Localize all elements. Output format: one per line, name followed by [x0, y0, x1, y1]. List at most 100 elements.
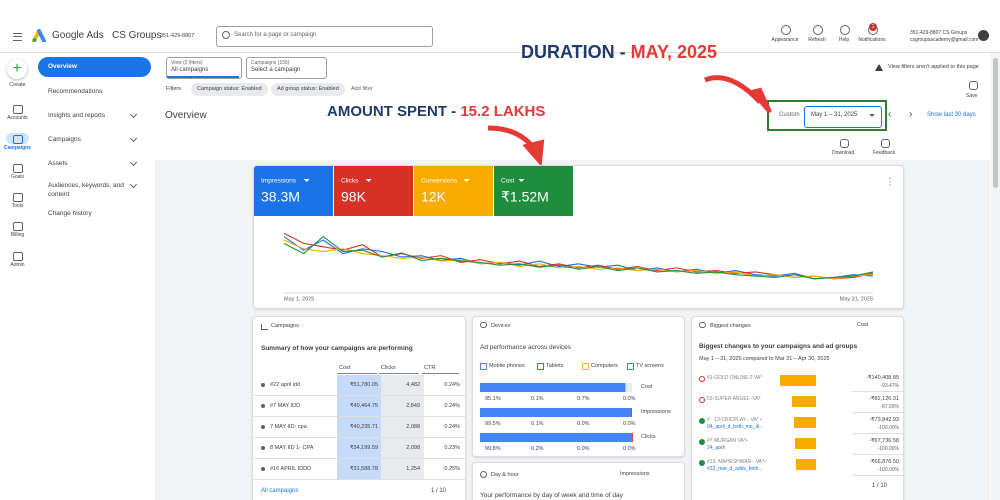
date-picker[interactable] — [804, 106, 882, 128]
view-select[interactable] — [166, 57, 242, 79]
filter-chip[interactable]: Ad group status: Enabled — [271, 83, 345, 96]
save-label[interactable]: Save — [966, 93, 978, 99]
change-name[interactable]: # - 13-CRICPLAY - VA* • — [707, 417, 762, 423]
prev-arrow[interactable]: ‹ — [888, 109, 892, 120]
change-value: -₹66,876.50 — [869, 459, 899, 465]
show-last[interactable]: Show last 30 days — [927, 112, 976, 118]
date-range: May 1 – 31, 2025 — [811, 112, 858, 118]
status-dot — [699, 376, 705, 382]
annotation-value: MAY, 2025 — [630, 42, 718, 62]
menu-item[interactable]: Insights and reports — [48, 112, 106, 119]
cell: 0.23% — [444, 445, 460, 451]
campaign-name[interactable]: #7 MAY IDD — [270, 403, 301, 409]
column-header[interactable]: CTR — [424, 365, 436, 371]
view-label: View (2 filters) — [171, 60, 203, 66]
download-label[interactable]: Download — [832, 150, 855, 156]
card-metric[interactable]: Cost — [857, 322, 869, 328]
menu-item[interactable]: Recommendations — [48, 88, 103, 95]
card-title: Devices — [491, 323, 511, 329]
rail-icon[interactable] — [13, 252, 23, 261]
search-box[interactable] — [216, 26, 433, 47]
change-sub: #22_mar_d_adds_both... — [707, 466, 763, 472]
device-pct: 0.7% — [577, 396, 590, 402]
card-icon — [261, 324, 268, 330]
card-metric[interactable]: Impressions — [620, 471, 650, 477]
column-header[interactable]: Clicks — [381, 365, 396, 371]
rail-icon[interactable] — [13, 164, 23, 173]
campaign-name[interactable]: #16 APRIL IDDD — [270, 466, 312, 472]
card-title: Day & hour — [491, 472, 519, 478]
device-pct: 0.0% — [623, 421, 636, 427]
circle — [32, 38, 37, 42]
campaign-name[interactable]: 8 MAY IID 1- CPA — [270, 445, 314, 451]
series-line — [283, 235, 874, 280]
clicks-col-bg — [381, 375, 424, 480]
avatar[interactable] — [978, 30, 989, 41]
row-rule — [253, 458, 465, 459]
legend-label: Computers — [591, 363, 618, 369]
changes-card: Biggest changes Cost Biggest changes to … — [691, 316, 904, 500]
rail-label: Accounts — [7, 115, 28, 121]
legend-label: Mobile phones — [489, 363, 525, 369]
row-metric[interactable]: Clicks — [641, 434, 656, 440]
change-name[interactable]: 53-SUPER ANGEL -VA* — [707, 396, 761, 402]
campaign-name[interactable]: #22 april idd — [270, 382, 300, 388]
change-pct: -87.65% — [880, 404, 899, 410]
dayhour-card: Day & hour Impressions Your performance … — [472, 462, 685, 500]
action-icon[interactable] — [840, 25, 850, 35]
status-dot — [699, 439, 705, 445]
more-menu[interactable]: ⋮ — [886, 176, 895, 186]
campaigns-label: Campaigns (155) — [251, 60, 290, 66]
metric-tab[interactable] — [414, 166, 493, 216]
menu-item[interactable]: Assets — [48, 160, 68, 167]
cell: 0.24% — [444, 382, 460, 388]
rail-icon[interactable] — [13, 222, 23, 231]
campaign-name[interactable]: 7 MAY IID- cpa — [270, 424, 307, 430]
topbar — [0, 0, 1000, 53]
annotation-text: AMOUNT SPENT - — [327, 103, 461, 120]
next-arrow[interactable]: › — [909, 109, 913, 120]
change-name[interactable]: #7 MURGAN VA*• — [707, 438, 748, 444]
rail-icon[interactable] — [13, 193, 23, 202]
change-value: -₹73,842.93 — [869, 417, 899, 423]
rail-icon[interactable] — [13, 105, 23, 114]
action-icon[interactable] — [781, 25, 791, 35]
row-metric[interactable]: Impressions — [641, 409, 671, 415]
metric-tab[interactable] — [334, 166, 413, 216]
column-header[interactable]: Cost — [339, 365, 351, 371]
cell: ₹40,464.75 — [350, 403, 378, 409]
change-bar — [780, 375, 816, 386]
card-icon — [699, 322, 706, 328]
rail-label: Admin — [10, 262, 25, 268]
feedback-icon — [881, 139, 890, 148]
action-icon[interactable] — [868, 25, 878, 35]
metric-tab[interactable] — [494, 166, 573, 216]
metric-name: Impressions — [261, 178, 297, 185]
action-icon[interactable] — [813, 25, 823, 35]
metric-tab[interactable] — [254, 166, 333, 216]
row-rule — [253, 395, 465, 396]
cell: ₹51,780.05 — [350, 382, 378, 388]
filter-chip[interactable]: Campaign status: Enabled — [191, 83, 268, 96]
change-bar — [792, 396, 816, 407]
user-id: 351-429-8807 CS Groups — [910, 30, 968, 36]
feedback-label[interactable]: Feedback — [873, 150, 895, 156]
row-metric[interactable]: Cost — [641, 384, 653, 390]
legend-swatch — [627, 363, 634, 370]
menu-item[interactable]: Change history — [48, 210, 92, 217]
create-button[interactable]: + — [7, 59, 27, 79]
metric-total: 98K — [341, 189, 367, 205]
change-name[interactable]: 61-GOLD ONLINE 2 VA* — [707, 375, 763, 381]
bar-segment — [480, 408, 632, 417]
change-name[interactable]: #13- MAHESHWAR - VA*• — [707, 459, 766, 465]
campaign-select[interactable] — [246, 57, 327, 79]
all-campaigns[interactable]: All campaigns — [261, 488, 299, 494]
menu-item[interactable]: Campaigns — [48, 136, 81, 143]
menu-item[interactable]: Overview — [48, 63, 77, 70]
annotation-duration: DURATION - MAY, 2025 — [521, 42, 717, 63]
user-email: csgroupsacademy@gmail.com — [910, 37, 979, 43]
menu-item[interactable]: Audiences, keywords, and content — [48, 182, 124, 198]
rail-icon[interactable] — [13, 135, 23, 144]
add-filter[interactable]: Add filter — [351, 86, 373, 92]
